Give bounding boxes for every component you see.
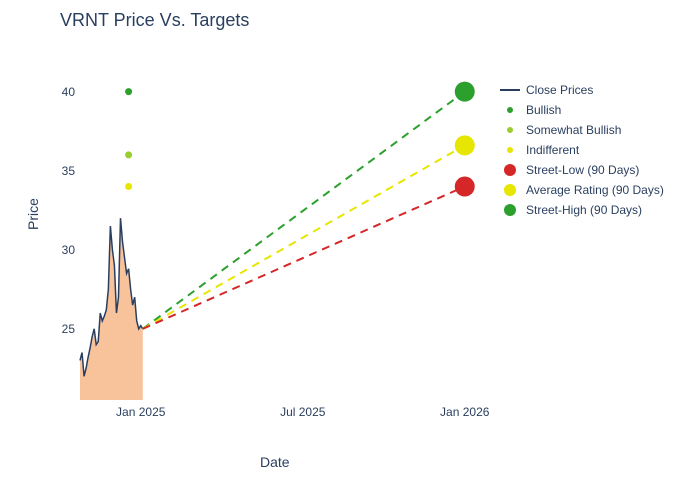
x-tick-label: Jan 2025 [116,405,165,419]
chart-title: VRNT Price Vs. Targets [60,10,249,31]
legend-swatch [500,89,520,91]
y-axis-label: Price [25,198,41,230]
target-markers [455,82,475,197]
legend-label: Street-Low (90 Days) [526,163,639,177]
street-high-marker [455,82,475,102]
y-tick-label: 25 [60,322,75,336]
somewhat-bullish-point [125,151,132,158]
plot-area [80,60,485,400]
legend-swatch [507,107,513,113]
legend: Close Prices Bullish Somewhat Bullish Indif… [500,80,664,220]
legend-item: Street-High (90 Days) [500,200,664,220]
analyst-points [125,88,132,190]
street-low-marker [455,177,475,197]
legend-label: Street-High (90 Days) [526,203,642,217]
legend-label: Average Rating (90 Days) [526,183,664,197]
indifferent-point [125,183,132,190]
average-rating-line [143,145,465,328]
average-rating-marker [455,135,475,155]
legend-item: Somewhat Bullish [500,120,664,140]
bullish-point [125,88,132,95]
legend-swatch [507,147,513,153]
legend-item: Average Rating (90 Days) [500,180,664,200]
legend-swatch [504,164,516,176]
legend-item: Indifferent [500,140,664,160]
legend-item: Close Prices [500,80,664,100]
y-tick-label: 40 [60,85,75,99]
legend-label: Somewhat Bullish [526,123,621,137]
legend-item: Street-Low (90 Days) [500,160,664,180]
legend-swatch [507,127,513,133]
x-tick-label: Jul 2025 [280,405,325,419]
x-tick-label: Jan 2026 [440,405,489,419]
street-high-line [143,92,465,329]
x-axis-label: Date [260,454,290,470]
target-lines [143,92,465,329]
y-tick-label: 30 [60,243,75,257]
y-tick-label: 35 [60,164,75,178]
legend-swatch [504,204,516,216]
legend-item: Bullish [500,100,664,120]
legend-label: Close Prices [526,83,593,97]
legend-swatch [504,184,516,196]
street-low-line [143,187,465,329]
legend-label: Indifferent [526,143,579,157]
chart-container: VRNT Price Vs. Targets Price Date Jan 20… [0,0,700,500]
legend-label: Bullish [526,103,561,117]
